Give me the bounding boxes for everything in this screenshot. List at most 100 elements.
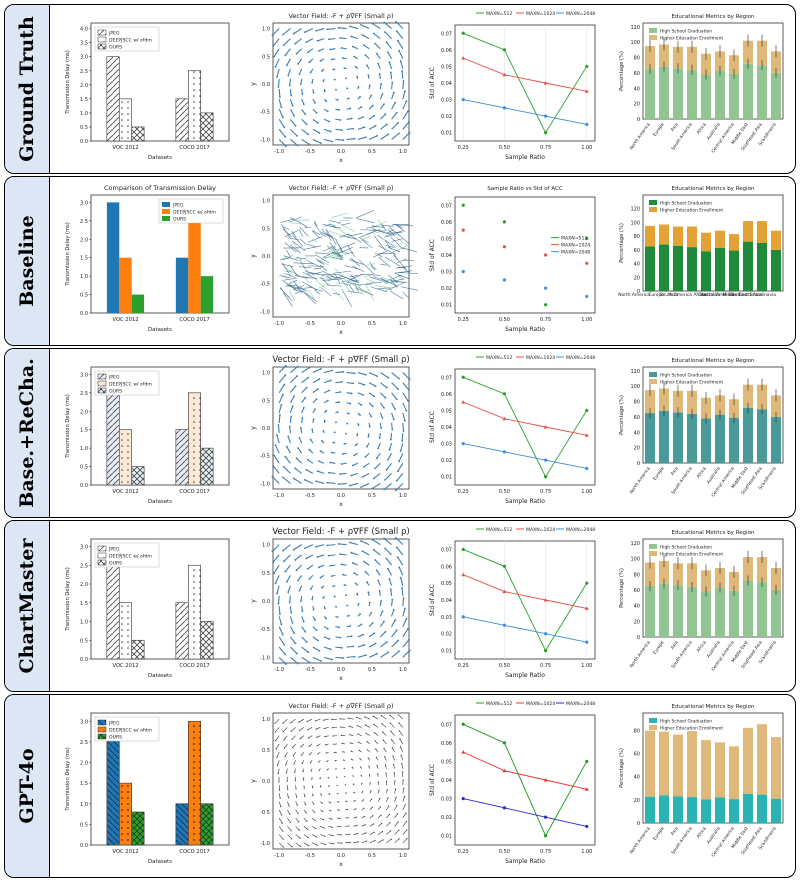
field-arrow-head [310,72,312,74]
field-arrow [392,610,394,617]
field-arrow-head [304,631,306,633]
series-marker [585,641,588,644]
field-arrow-head [328,472,330,474]
row-label: GPT-4o [5,695,50,877]
field-arrow [278,79,279,87]
x-tick-label: 0.75 [540,145,551,151]
field-arrow-head [282,831,283,832]
field-arrow-head [293,763,294,764]
bar-high-school-graduation [757,409,767,463]
bar-ours [132,127,144,141]
field-arrow-head [398,50,400,52]
field-arrow-head [319,778,320,779]
field-arrow-head [320,450,322,452]
field-arrow-head [334,431,336,433]
field-arrow-head [300,746,301,747]
field-arrow [362,833,366,835]
field-arrow [385,32,392,39]
y-tick-label: -1.0 [260,841,270,847]
field-arrow [302,291,316,304]
field-arrow [369,633,374,637]
field-arrow [287,802,289,806]
field-arrow [347,646,354,647]
legend-swatch [98,30,106,35]
y-tick-label: 40 [634,604,640,610]
field-arrow [288,437,290,444]
field-arrow [364,45,369,49]
field-arrow-head [349,25,351,27]
y-tick-label: 40 [634,262,640,268]
field-arrow [383,740,386,744]
legend-swatch [98,381,106,386]
field-arrow-head [401,587,403,589]
field-arrow [306,39,313,43]
field-arrow [296,826,300,830]
field-arrow [335,382,342,383]
field-arrow-head [297,663,299,665]
field-arrow [274,49,279,57]
field-arrow-head [371,539,373,541]
series-line [463,100,587,125]
y-tick-label: 0.05 [441,581,452,587]
field-arrow [375,44,380,49]
field-arrow-head [340,637,342,639]
field-arrow [279,793,280,798]
field-arrow [389,579,391,586]
field-arrow [277,435,279,443]
field-arrow-head [359,96,361,98]
bar-deepjscc-w-ofdm [188,565,200,659]
y-tick-label: 0.06 [441,741,452,747]
y-tick-label: 0.5 [80,465,88,471]
field-arrow-head [304,796,305,797]
field-arrow-head [304,113,306,115]
series-marker [462,548,465,551]
field-arrow [345,265,359,269]
field-arrow [295,555,302,560]
field-arrow-head [367,436,369,438]
field-arrow [308,237,322,243]
series-marker [544,475,547,478]
field-arrow [278,596,279,604]
field-arrow-head [312,787,313,788]
field-arrow-head [309,662,311,664]
field-arrow-head [317,40,319,42]
field-arrow [377,54,381,59]
field-arrow-head [398,714,399,715]
panel-vector-field: Vector Field: -F + ρ∇FF (Small ρ)-1.0-1.… [247,181,417,343]
x-tick-label: 1.00 [581,317,592,323]
x-tick-label: 0.0 [337,853,345,859]
field-arrow-head [325,844,326,845]
y-axis-label: y [250,82,257,86]
field-arrow-head [303,779,304,780]
chart-title: Vector Field: -F + ρ∇FF (Small ρ) [272,355,409,365]
field-arrow-head [366,581,368,583]
x-tick-label: North America [618,292,650,298]
field-arrow [305,480,313,484]
field-arrow-head [313,92,315,94]
legend-swatch [98,374,106,379]
field-arrow-head [301,417,303,419]
bar-higher-education-enrollment [771,231,781,250]
field-arrow [287,793,288,797]
field-arrow-head [367,74,369,76]
field-arrow [290,109,294,116]
field-arrow-head [393,92,395,94]
y-tick-label: 1.0 [80,802,88,808]
field-arrow [285,242,297,252]
field-arrow [339,544,347,545]
field-arrow-head [290,612,292,614]
field-arrow [296,802,298,806]
bar-high-school-graduation [743,408,753,463]
field-arrow-head [404,90,406,92]
field-arrow [395,789,396,793]
y-tick-label: 0.07 [441,375,452,381]
field-arrow [392,133,399,139]
field-arrow-head [319,378,321,380]
field-arrow [403,111,408,119]
field-arrow-head [348,817,349,818]
x-tick-label: VOC 2012 [112,849,138,855]
bar-deepjscc-w-ofdm [188,721,200,845]
field-arrow [362,825,366,827]
field-arrow-head [409,132,411,134]
y-tick-label: 0.04 [441,425,452,431]
